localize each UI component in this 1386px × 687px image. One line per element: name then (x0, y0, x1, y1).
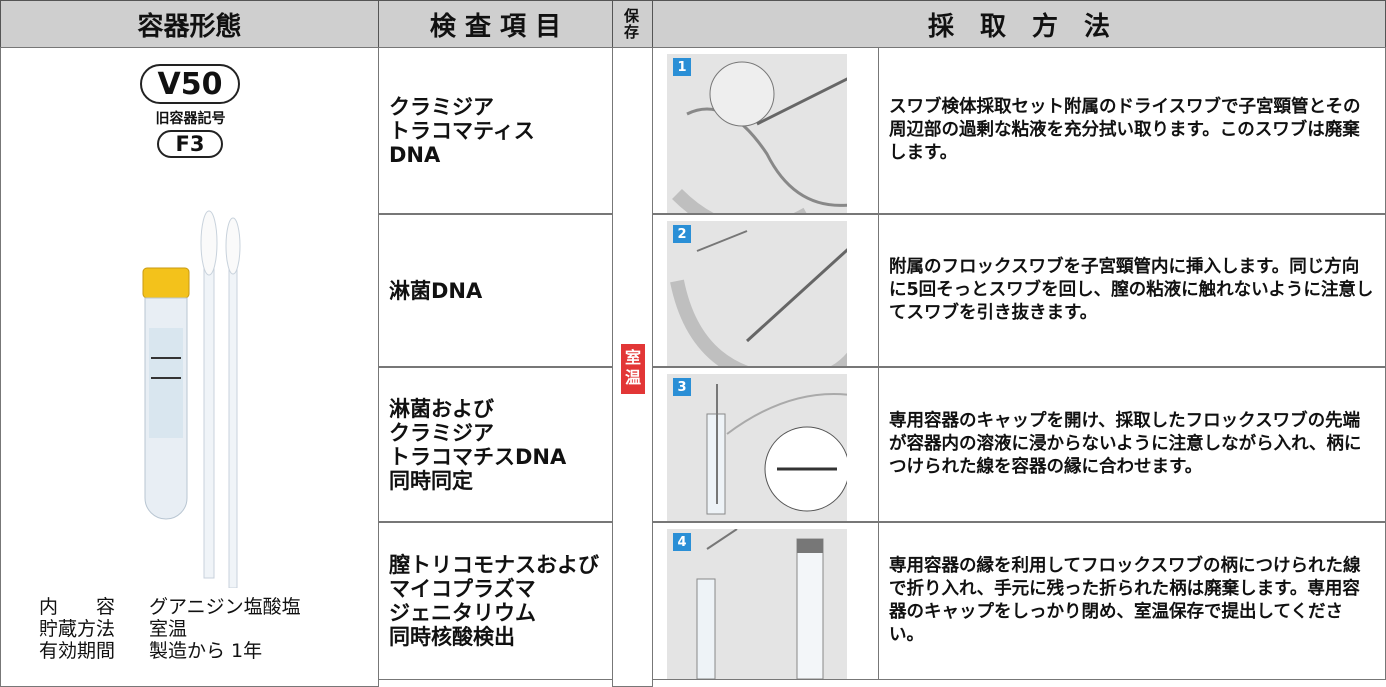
step-number: 3 (673, 378, 691, 396)
header-test: 検 査 項 目 (378, 0, 613, 48)
step-number: 4 (673, 533, 691, 551)
container-code: V50 (140, 64, 240, 104)
method-text: 専用容器の縁を利用してフロックスワブの柄につけられた線で折り入れ、手元に残った折… (878, 522, 1386, 680)
header-method: 採 取 方 法 (652, 0, 1386, 48)
step-illustration (667, 221, 847, 366)
spec-row: 有効期間 製造から 1年 (39, 640, 301, 662)
step-image: 3 (652, 367, 879, 522)
spec-value: グアニジン塩酸塩 (149, 596, 301, 618)
spec-label: 有効期間 (39, 640, 116, 662)
tube-illustration (142, 210, 241, 588)
header-container: 容器形態 (0, 0, 379, 48)
container-cell: V50 旧容器記号 F3 内 容 グアニジン塩酸塩貯蔵方法 室温有効期間 製造から 1… (0, 47, 379, 687)
old-code: F3 (157, 130, 223, 158)
step-image: 2 (652, 214, 879, 367)
step-illustration (667, 54, 847, 213)
spec-value: 室温 (149, 618, 188, 640)
header-storage: 保存 (612, 0, 653, 48)
old-label: 旧容器記号 (155, 111, 226, 127)
step-number: 2 (673, 225, 691, 243)
step-illustration (667, 374, 847, 521)
specs: 内 容 グアニジン塩酸塩貯蔵方法 室温有効期間 製造から 1年 (39, 596, 301, 662)
spec-row: 貯蔵方法 室温 (39, 618, 301, 640)
test-cell: 淋菌および クラミジア トラコマチスDNA 同時同定 (378, 367, 613, 522)
step-image: 1 (652, 47, 879, 214)
test-cell: 膣トリコモナスおよび マイコプラズマ ジェニタリウム 同時核酸検出 (378, 522, 613, 680)
spec-value: 製造から 1年 (149, 640, 263, 662)
method-text: 専用容器のキャップを開け、採取したフロックスワブの先端が容器内の溶液に浸からない… (878, 367, 1386, 522)
spec-label: 内 容 (39, 596, 116, 618)
test-cell: 淋菌DNA (378, 214, 613, 367)
storage-cell: 室温 (612, 47, 653, 687)
method-text: 附属のフロックスワブを子宮頸管内に挿入します。同じ方向に5回そっとスワブを回し、… (878, 214, 1386, 367)
spec-label: 貯蔵方法 (39, 618, 116, 640)
step-number: 1 (673, 58, 691, 76)
step-image: 4 (652, 522, 879, 680)
storage-badge: 室温 (621, 344, 645, 394)
step-illustration (667, 529, 847, 679)
method-text: スワブ検体採取セット附属のドライスワブで子宮頸管とその周辺部の過剰な粘液を充分拭… (878, 47, 1386, 214)
spec-row: 内 容 グアニジン塩酸塩 (39, 596, 301, 618)
test-cell: クラミジア トラコマティス DNA (378, 47, 613, 214)
